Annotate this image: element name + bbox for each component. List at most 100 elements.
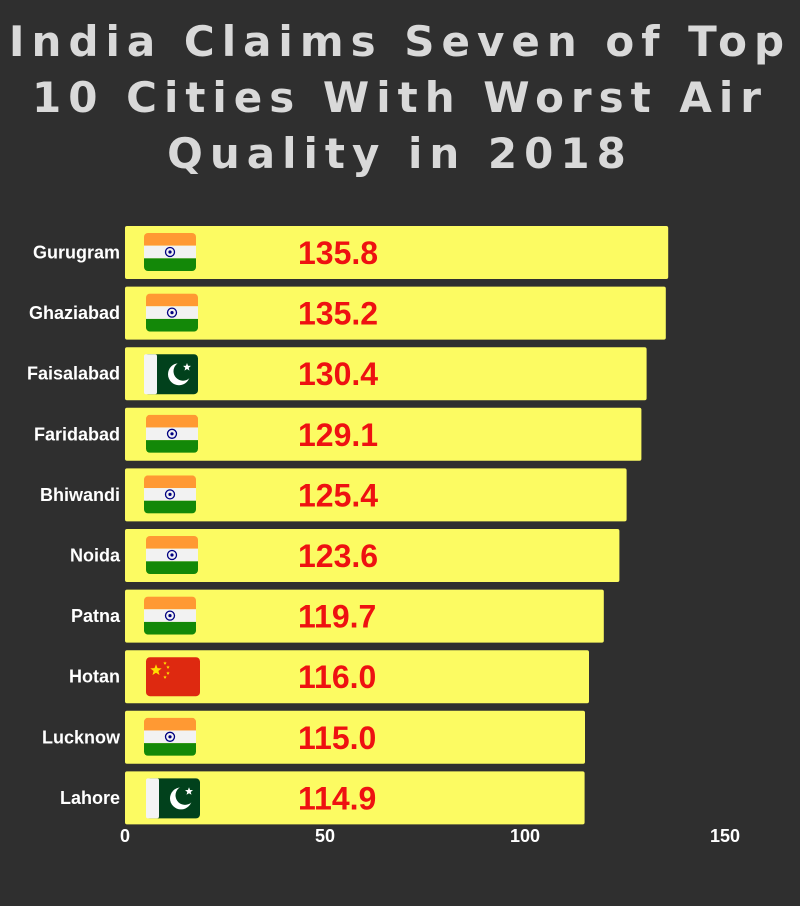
india-flag: [146, 536, 198, 574]
india-flag: [144, 596, 196, 635]
chakra-hub: [168, 735, 172, 739]
x-tick-label: 100: [510, 826, 540, 846]
category-label: Patna: [71, 606, 121, 626]
chart-title: India Claims Seven of Top 10 Cities With…: [0, 14, 800, 182]
ashoka-chakra: [166, 428, 178, 439]
value-label: 114.9: [298, 780, 376, 816]
green-stripe: [144, 258, 196, 271]
saffron-stripe: [144, 475, 196, 489]
pakistan-star: [183, 363, 191, 371]
category-label: Lucknow: [42, 727, 121, 747]
x-tick-label: 0: [120, 826, 130, 846]
x-tick-label: 50: [315, 826, 335, 846]
category-label: Lahore: [60, 788, 120, 808]
bar-row: Hotan 116.0: [69, 650, 589, 704]
saffron-stripe: [146, 293, 198, 307]
bar-row: Lucknow 115.0: [42, 710, 585, 764]
india-flag: [144, 233, 196, 271]
india-flag: [146, 414, 198, 453]
india-flag: [144, 717, 196, 756]
bar-row: Gurugram 135.8: [33, 226, 669, 279]
category-label: Gurugram: [33, 243, 120, 263]
crescent-cut: [175, 785, 195, 805]
crescent-cut: [173, 361, 193, 381]
chakra-hub: [168, 492, 172, 496]
bar-row: Noida 123.6: [70, 529, 620, 582]
bar-row: Patna 119.7: [71, 589, 604, 643]
category-label: Hotan: [69, 667, 120, 687]
x-tick-label: 150: [710, 826, 740, 846]
bar-row: Lahore 114.9: [60, 771, 585, 825]
value-label: 116.0: [298, 659, 376, 695]
ashoka-chakra: [164, 610, 176, 621]
bar-row: Faridabad 129.1: [34, 407, 642, 461]
value-label: 129.1: [298, 417, 378, 453]
chakra-hub: [168, 614, 172, 618]
india-flag: [144, 475, 196, 514]
bar: [125, 771, 585, 825]
category-label: Faridabad: [34, 424, 120, 444]
chart-title-line: India Claims Seven of Top: [8, 17, 792, 66]
bar: [125, 650, 589, 704]
pakistan-star: [185, 787, 193, 795]
chakra-hub: [170, 432, 174, 436]
saffron-stripe: [146, 536, 198, 549]
bar-row: Bhiwandi 125.4: [40, 468, 627, 522]
china-small-star: [163, 661, 167, 665]
saffron-stripe: [146, 414, 198, 428]
flag-stripes: [144, 233, 196, 271]
bars-layer: Gurugram 135.8 Ghaziabad 135.2 Faisalabad 130…: [27, 226, 669, 825]
china-big-star: [150, 664, 162, 676]
x-axis: 0 50 100 150: [120, 826, 740, 846]
pakistan-white-band: [146, 778, 159, 819]
bar: [125, 468, 627, 522]
bar: [125, 347, 647, 401]
chart-title-line: 10 Cities With Worst Air: [32, 73, 768, 122]
chakra-hub: [170, 553, 174, 557]
category-label: Ghaziabad: [29, 303, 120, 323]
china-small-star: [163, 675, 167, 679]
green-stripe: [144, 500, 196, 514]
chakra-hub: [168, 250, 172, 254]
saffron-stripe: [144, 233, 196, 246]
ashoka-chakra: [166, 307, 178, 318]
green-stripe: [146, 440, 198, 453]
category-label: Bhiwandi: [40, 485, 120, 505]
china-small-star: [166, 671, 170, 675]
bar: [125, 710, 585, 764]
value-label: 115.0: [298, 720, 376, 756]
pakistan-flag: [146, 778, 200, 819]
bar: [125, 286, 666, 340]
india-flag: [146, 293, 198, 332]
flag-stripes: [144, 475, 196, 514]
value-label: 125.4: [298, 477, 378, 513]
green-stripe: [144, 743, 196, 756]
china-flag: [146, 657, 200, 697]
value-label: 123.6: [298, 538, 378, 574]
ashoka-chakra: [164, 246, 176, 258]
bar: [125, 407, 642, 461]
value-label: 135.8: [298, 235, 378, 271]
bar-row: Ghaziabad 135.2: [29, 286, 666, 340]
pakistan-flag: [144, 354, 198, 395]
ashoka-chakra: [164, 731, 176, 742]
bar: [125, 529, 620, 582]
flag-stripes: [146, 293, 198, 332]
bar: [125, 226, 669, 279]
saffron-stripe: [144, 596, 196, 610]
value-label: 119.7: [298, 599, 376, 635]
bar-row: Faisalabad 130.4: [27, 347, 647, 401]
category-label: Faisalabad: [27, 364, 120, 384]
pakistan-white-band: [144, 354, 157, 395]
chart-title-line: Quality in 2018: [167, 129, 633, 178]
category-label: Noida: [70, 546, 121, 566]
bar: [125, 589, 604, 643]
green-stripe: [146, 561, 198, 574]
value-label: 135.2: [298, 296, 378, 332]
china-red-field: [146, 657, 200, 697]
ashoka-chakra: [166, 549, 178, 561]
green-stripe: [144, 621, 196, 635]
value-label: 130.4: [298, 356, 378, 392]
saffron-stripe: [144, 717, 196, 731]
